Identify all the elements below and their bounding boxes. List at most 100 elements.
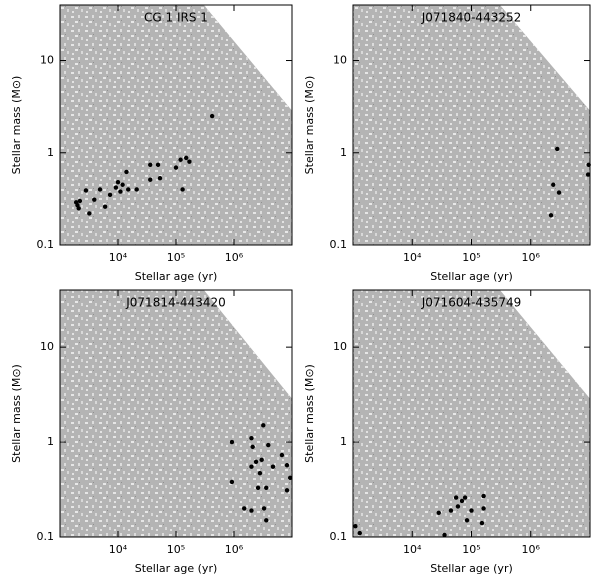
data-point xyxy=(479,520,485,526)
x-tick-label: 10⁵ xyxy=(462,543,480,556)
x-tick-label: 10⁴ xyxy=(109,251,128,264)
y-tick-label: 1 xyxy=(340,435,347,448)
data-point xyxy=(83,188,89,193)
data-point xyxy=(155,162,161,168)
y-tick-label: 0.1 xyxy=(37,238,55,251)
y-axis-label: Stellar mass (M⊙) xyxy=(10,364,23,463)
data-point xyxy=(120,182,125,187)
data-point xyxy=(284,463,290,468)
data-point xyxy=(229,439,235,445)
data-point xyxy=(261,423,266,428)
model-region-texture xyxy=(353,5,590,245)
x-axis-label: Stellar age (yr) xyxy=(135,562,218,574)
data-point xyxy=(257,471,263,476)
data-point xyxy=(551,182,556,187)
data-point xyxy=(585,172,591,177)
panel-title: CG 1 IRS 1 xyxy=(144,11,208,25)
data-point xyxy=(113,185,119,190)
x-tick-label: 10⁶ xyxy=(522,543,541,556)
data-point xyxy=(266,442,271,448)
data-point xyxy=(124,169,129,175)
data-point xyxy=(442,532,447,538)
data-point xyxy=(555,146,560,152)
data-point xyxy=(464,518,470,523)
y-axis-label: Stellar mass (M⊙) xyxy=(303,364,316,463)
data-point xyxy=(249,508,254,513)
data-point xyxy=(97,187,103,192)
data-point xyxy=(92,197,97,202)
y-tick-label: 10 xyxy=(40,340,54,353)
y-axis-label: Stellar mass (M⊙) xyxy=(303,76,316,175)
data-point xyxy=(259,457,264,463)
data-point xyxy=(556,190,562,195)
data-point xyxy=(118,189,123,194)
data-point xyxy=(455,504,461,509)
x-axis-label: Stellar age (yr) xyxy=(135,270,218,283)
data-point xyxy=(548,213,554,218)
y-tick-label: 10 xyxy=(333,340,347,353)
x-tick-label: 10⁵ xyxy=(462,251,480,264)
data-point xyxy=(253,459,259,464)
data-point xyxy=(115,179,121,185)
data-point xyxy=(270,464,276,469)
data-point xyxy=(148,162,153,168)
y-tick-label: 0.1 xyxy=(330,238,348,251)
y-tick-label: 0.1 xyxy=(330,530,348,543)
data-point xyxy=(462,495,468,500)
data-point xyxy=(148,177,153,182)
data-point xyxy=(184,155,189,161)
data-point xyxy=(76,206,81,211)
data-point xyxy=(453,495,459,500)
y-tick-label: 10 xyxy=(40,54,54,67)
model-region-texture xyxy=(60,290,292,537)
data-point xyxy=(249,464,254,469)
x-tick-label: 10⁶ xyxy=(522,251,541,264)
panel-title: J071604-435749 xyxy=(421,296,522,310)
data-point xyxy=(77,198,83,204)
x-axis-label: Stellar age (yr) xyxy=(430,270,513,283)
x-tick-label: 10⁴ xyxy=(403,543,422,556)
data-point xyxy=(448,508,454,513)
data-point xyxy=(264,485,269,490)
data-point xyxy=(284,488,290,493)
data-point xyxy=(287,475,293,481)
y-axis-label: Stellar mass (M⊙) xyxy=(10,76,23,175)
data-point xyxy=(178,157,183,162)
data-point xyxy=(255,485,261,490)
data-point xyxy=(87,211,92,216)
x-tick-label: 10⁵ xyxy=(167,543,185,556)
data-point xyxy=(357,530,362,536)
data-point xyxy=(242,506,247,511)
data-point xyxy=(229,479,235,485)
data-point xyxy=(126,187,131,192)
x-tick-label: 10⁴ xyxy=(109,543,128,556)
data-point xyxy=(264,518,269,523)
data-point xyxy=(134,187,139,192)
data-point xyxy=(353,523,358,529)
panel-title: J071814-443420 xyxy=(125,296,226,310)
y-tick-label: 1 xyxy=(47,146,54,159)
data-point xyxy=(173,165,179,170)
data-point xyxy=(157,175,163,181)
x-tick-label: 10⁴ xyxy=(403,251,422,264)
x-tick-label: 10⁶ xyxy=(225,543,244,556)
y-tick-label: 1 xyxy=(47,435,54,448)
y-tick-label: 0.1 xyxy=(37,530,55,543)
y-tick-label: 1 xyxy=(340,146,347,159)
data-point xyxy=(107,192,113,198)
data-point xyxy=(250,444,255,450)
data-point xyxy=(279,452,285,458)
data-point xyxy=(209,113,215,119)
x-tick-label: 10⁵ xyxy=(167,251,185,264)
data-point xyxy=(261,506,267,511)
panel-title: J071840-443252 xyxy=(421,11,522,25)
data-point xyxy=(249,435,254,441)
data-point xyxy=(459,498,465,504)
data-point xyxy=(481,506,486,511)
model-region-texture xyxy=(353,290,590,537)
data-point xyxy=(102,204,108,209)
y-tick-label: 10 xyxy=(333,54,347,67)
x-tick-label: 10⁶ xyxy=(225,251,244,264)
data-point xyxy=(436,510,441,515)
